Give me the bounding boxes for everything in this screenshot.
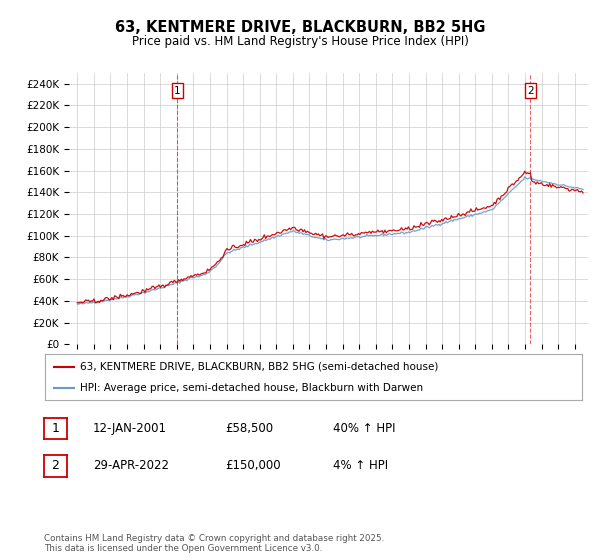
Text: 63, KENTMERE DRIVE, BLACKBURN, BB2 5HG (semi-detached house): 63, KENTMERE DRIVE, BLACKBURN, BB2 5HG (… [80, 362, 438, 372]
Text: 63, KENTMERE DRIVE, BLACKBURN, BB2 5HG: 63, KENTMERE DRIVE, BLACKBURN, BB2 5HG [115, 20, 485, 35]
Text: 1: 1 [51, 422, 59, 435]
Text: HPI: Average price, semi-detached house, Blackburn with Darwen: HPI: Average price, semi-detached house,… [80, 383, 423, 393]
Text: £58,500: £58,500 [225, 422, 273, 435]
Text: 4% ↑ HPI: 4% ↑ HPI [333, 459, 388, 473]
Text: Contains HM Land Registry data © Crown copyright and database right 2025.
This d: Contains HM Land Registry data © Crown c… [44, 534, 384, 553]
Text: £150,000: £150,000 [225, 459, 281, 473]
Text: 12-JAN-2001: 12-JAN-2001 [93, 422, 167, 435]
Text: 1: 1 [174, 86, 181, 96]
Text: 29-APR-2022: 29-APR-2022 [93, 459, 169, 473]
Text: 40% ↑ HPI: 40% ↑ HPI [333, 422, 395, 435]
Text: Price paid vs. HM Land Registry's House Price Index (HPI): Price paid vs. HM Land Registry's House … [131, 35, 469, 48]
Text: 2: 2 [527, 86, 534, 96]
Text: 2: 2 [51, 459, 59, 473]
